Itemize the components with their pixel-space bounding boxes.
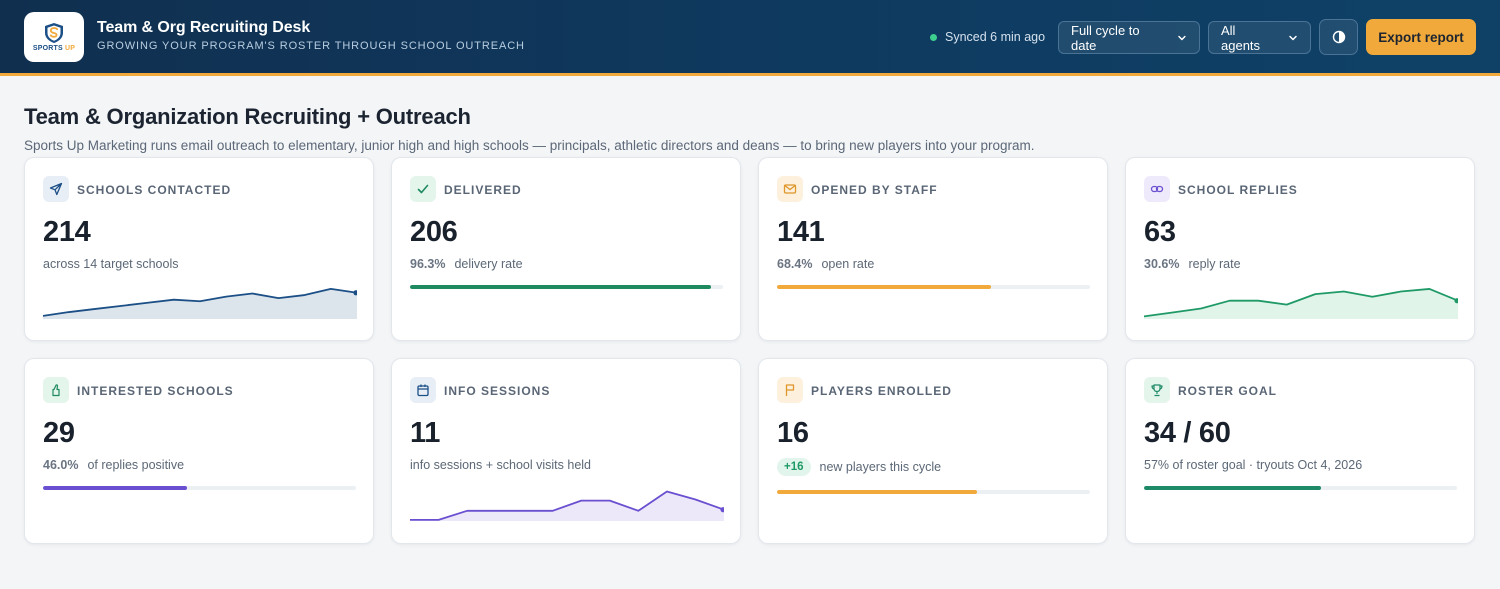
card-rate: 68.4%	[777, 257, 813, 271]
logo-text-accent: UP	[65, 45, 76, 52]
card-value: 11	[410, 417, 441, 449]
card-value: 206	[410, 216, 458, 248]
card-sub-text: new players this cycle	[819, 460, 942, 474]
sparkline-line	[43, 287, 357, 317]
card-rate: 96.3%	[410, 257, 446, 271]
card-label: SCHOOL REPLIES	[1178, 183, 1298, 197]
mail-icon	[777, 176, 803, 202]
page-title: Team & Organization Recruiting + Outreac…	[24, 104, 471, 129]
delivery-progress-bar	[410, 285, 723, 289]
check-icon	[410, 176, 436, 202]
progress-fill	[1144, 486, 1322, 490]
stat-card-delivered: DELIVERED 206 96.3% delivery rate	[391, 157, 741, 341]
progress-fill	[410, 285, 712, 289]
stat-card-opened: OPENED BY STAFF 141 68.4% open rate	[758, 157, 1108, 341]
enrollment-progress-bar	[777, 490, 1090, 494]
card-label: INTERESTED SCHOOLS	[77, 384, 234, 398]
roster-goal-progress-bar	[1144, 486, 1457, 490]
app-title: Team & Org Recruiting Desk	[97, 19, 311, 36]
sparkline-area	[1144, 288, 1458, 319]
positive-replies-progress-bar	[43, 486, 356, 490]
card-value: 214	[43, 216, 91, 248]
card-rate: 30.6%	[1144, 257, 1180, 271]
theme-toggle-button[interactable]	[1319, 19, 1358, 55]
card-value: 141	[777, 216, 825, 248]
contrast-icon	[1332, 30, 1345, 44]
sparkline-line	[410, 490, 724, 521]
calendar-icon	[410, 377, 436, 403]
agent-filter-value: All agents	[1221, 22, 1261, 53]
cycle-filter-dropdown[interactable]: Full cycle to date	[1058, 21, 1200, 54]
open-rate-progress-bar	[777, 285, 1090, 289]
shield-logo-icon	[45, 23, 63, 43]
card-sub-text: info sessions + school visits held	[410, 458, 591, 472]
send-icon	[43, 176, 69, 202]
trophy-icon	[1144, 377, 1170, 403]
stat-card-info-sessions: INFO SESSIONS 11 info sessions + school …	[391, 358, 741, 544]
stat-card-interested-schools: INTERESTED SCHOOLS 29 46.0% of replies p…	[24, 358, 374, 544]
sparkline-endpoint	[353, 290, 357, 296]
logo-text-main: SPORTS	[32, 45, 63, 52]
card-sub-text: open rate	[821, 257, 875, 271]
thumbs-up-icon	[43, 377, 69, 403]
card-sub-text: delivery rate	[454, 257, 523, 271]
card-label: PLAYERS ENROLLED	[811, 384, 952, 398]
card-sub-text: 57% of roster goal · tryouts Oct 4, 2026	[1144, 458, 1363, 472]
agent-filter-dropdown[interactable]: All agents	[1208, 21, 1311, 54]
progress-fill	[777, 490, 978, 494]
sparkline-line	[1144, 288, 1458, 318]
schools-contacted-sparkline	[43, 287, 357, 319]
export-report-button[interactable]: Export report	[1366, 19, 1476, 55]
info-sessions-sparkline	[410, 490, 724, 521]
app-subtitle: GROWING YOUR PROGRAM'S ROSTER THROUGH SC…	[97, 40, 525, 52]
card-label: OPENED BY STAFF	[811, 183, 938, 197]
card-sub-text: of replies positive	[87, 458, 185, 472]
card-value: 16	[777, 417, 809, 449]
sync-status-text: Synced 6 min ago	[945, 30, 1046, 44]
progress-fill	[43, 486, 187, 490]
stat-card-roster-goal: ROSTER GOAL 34 / 60 57% of roster goal ·…	[1125, 358, 1475, 544]
cycle-filter-value: Full cycle to date	[1071, 22, 1140, 53]
app-header: SPORTS UP Team & Org Recruiting Desk GRO…	[0, 0, 1500, 76]
chevron-down-icon	[1178, 35, 1186, 40]
page-description: Sports Up Marketing runs email outreach …	[24, 138, 1035, 153]
flag-icon	[777, 377, 803, 403]
link-icon	[1144, 176, 1170, 202]
card-value: 34 / 60	[1144, 417, 1231, 449]
stat-card-players-enrolled: PLAYERS ENROLLED 16 +16 new players this…	[758, 358, 1108, 544]
card-sub-text: across 14 target schools	[43, 257, 179, 271]
brand-logo: SPORTS UP	[24, 12, 84, 62]
sync-status: Synced 6 min ago	[930, 30, 1045, 44]
school-replies-sparkline	[1144, 288, 1458, 319]
sparkline-endpoint	[720, 507, 724, 513]
sparkline-endpoint	[1454, 298, 1458, 304]
card-sub-text: reply rate	[1188, 257, 1241, 271]
card-value: 63	[1144, 216, 1176, 248]
chevron-down-icon	[1289, 35, 1297, 40]
stat-card-school-replies: SCHOOL REPLIES 63 30.6% reply rate	[1125, 157, 1475, 341]
progress-fill	[777, 285, 992, 289]
card-label: DELIVERED	[444, 183, 522, 197]
sync-dot-icon	[930, 33, 937, 41]
card-rate: 46.0%	[43, 458, 79, 472]
card-label: SCHOOLS CONTACTED	[77, 183, 232, 197]
card-label: ROSTER GOAL	[1178, 384, 1278, 398]
card-label: INFO SESSIONS	[444, 384, 551, 398]
card-value: 29	[43, 417, 75, 449]
sparkline-area	[43, 288, 357, 319]
enrolled-delta-badge: +16	[777, 458, 811, 476]
stat-card-schools-contacted: SCHOOLS CONTACTED 214 across 14 target s…	[24, 157, 374, 341]
